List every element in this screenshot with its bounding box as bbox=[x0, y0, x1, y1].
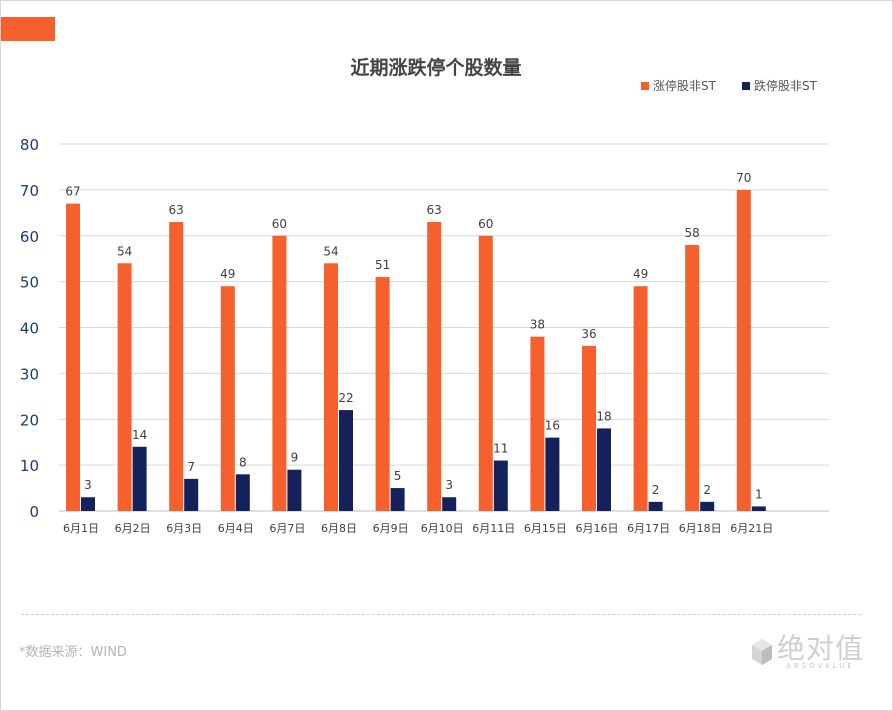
data-label: 16 bbox=[545, 419, 560, 433]
bar-up bbox=[427, 221, 442, 512]
bar-down bbox=[132, 446, 147, 511]
data-label: 63 bbox=[427, 203, 442, 217]
bar-up bbox=[324, 263, 338, 511]
legend-item-up: 涨停股非ST bbox=[641, 77, 716, 94]
bar-down bbox=[493, 460, 508, 511]
legend-swatch-up bbox=[641, 81, 649, 90]
y-tick-label: 30 bbox=[20, 365, 39, 383]
data-label: 22 bbox=[338, 391, 353, 405]
data-label: 58 bbox=[685, 226, 700, 240]
data-label: 49 bbox=[220, 267, 235, 281]
bar-up bbox=[66, 203, 80, 511]
data-label: 14 bbox=[132, 428, 147, 442]
bar-up bbox=[582, 345, 596, 511]
data-label: 36 bbox=[581, 327, 596, 341]
bar-up bbox=[272, 235, 287, 511]
bar-down bbox=[81, 497, 95, 511]
data-label: 3 bbox=[445, 478, 453, 492]
brand-logo: 绝对值 ABSOVALUE bbox=[751, 634, 864, 670]
data-label: 11 bbox=[493, 442, 508, 456]
data-label: 51 bbox=[375, 258, 390, 272]
bar-down bbox=[442, 497, 457, 511]
data-label: 3 bbox=[84, 478, 92, 492]
data-label: 18 bbox=[596, 409, 611, 423]
y-tick-label: 50 bbox=[20, 274, 39, 292]
x-tick-label: 6月16日 bbox=[576, 522, 619, 535]
data-label: 49 bbox=[633, 267, 648, 281]
x-tick-label: 6月3日 bbox=[166, 522, 202, 535]
data-label: 2 bbox=[703, 483, 711, 497]
data-source-note: *数据来源：WIND bbox=[19, 645, 127, 660]
data-label: 70 bbox=[736, 171, 751, 185]
x-tick-label: 6月7日 bbox=[269, 522, 305, 535]
data-label: 38 bbox=[530, 318, 545, 332]
logo-text-cn: 绝对值 bbox=[777, 632, 865, 665]
bar-up bbox=[169, 221, 184, 512]
data-label: 60 bbox=[272, 217, 287, 231]
y-tick-label: 20 bbox=[20, 411, 39, 429]
legend-label-up: 涨停股非ST bbox=[653, 79, 716, 93]
logo-text-en: ABSOVALUE bbox=[786, 662, 855, 670]
x-tick-label: 6月15日 bbox=[524, 522, 567, 535]
bar-down bbox=[184, 478, 199, 511]
data-label: 8 bbox=[239, 455, 247, 469]
data-label: 54 bbox=[117, 244, 132, 258]
x-tick-label: 6月18日 bbox=[679, 522, 722, 535]
legend-swatch-down bbox=[741, 81, 750, 90]
chart-legend: 涨停股非ST 跌停股非ST bbox=[641, 77, 817, 94]
bar-chart: 0 10 20 30 40 50 60 70 80 67 3 6月1日 54 14 6月2日 63 7 6月3日 4… bbox=[20, 136, 829, 535]
accent-tab bbox=[1, 17, 55, 41]
x-tick-label: 6月11日 bbox=[472, 522, 515, 535]
legend-item-down: 跌停股非ST bbox=[741, 77, 817, 94]
x-tick-label: 6月21日 bbox=[730, 522, 773, 535]
bar-down bbox=[339, 410, 353, 511]
y-tick-label: 40 bbox=[20, 320, 39, 338]
bar-down bbox=[597, 428, 611, 511]
chart-title: 近期涨跌停个股数量 bbox=[350, 57, 522, 79]
y-tick-label: 80 bbox=[20, 136, 39, 154]
y-tick-label: 0 bbox=[29, 503, 39, 521]
bar-down bbox=[700, 501, 715, 511]
bar-down bbox=[545, 437, 560, 511]
y-tick-label: 70 bbox=[20, 182, 39, 200]
bar-up bbox=[478, 235, 493, 511]
cube-logo-icon bbox=[752, 639, 772, 665]
data-label: 7 bbox=[187, 460, 195, 474]
data-label: 54 bbox=[323, 244, 338, 258]
bar-up bbox=[220, 286, 235, 511]
bar-down bbox=[390, 488, 405, 511]
data-label: 1 bbox=[755, 487, 763, 501]
x-tick-label: 6月9日 bbox=[373, 522, 409, 535]
legend-label-down: 跌停股非ST bbox=[753, 79, 817, 93]
data-label: 5 bbox=[394, 469, 402, 483]
y-tick-label: 60 bbox=[20, 228, 39, 246]
footer-divider bbox=[21, 614, 861, 615]
bar-up bbox=[633, 286, 648, 511]
y-tick-label: 10 bbox=[20, 457, 39, 475]
data-label: 9 bbox=[291, 451, 299, 465]
bar-down bbox=[287, 469, 302, 511]
bar-up bbox=[685, 244, 700, 512]
bar-up bbox=[375, 277, 390, 511]
bar-up bbox=[736, 189, 751, 511]
data-label: 63 bbox=[169, 203, 184, 217]
x-tick-label: 6月2日 bbox=[115, 522, 151, 535]
bar-up bbox=[530, 336, 545, 511]
data-label: 60 bbox=[478, 217, 493, 231]
bar-down bbox=[648, 501, 663, 511]
x-tick-label: 6月8日 bbox=[321, 522, 357, 535]
bar-down bbox=[751, 506, 766, 511]
data-label: 2 bbox=[652, 483, 660, 497]
data-label: 67 bbox=[65, 185, 80, 199]
x-tick-label: 6月17日 bbox=[627, 522, 670, 535]
bar-up bbox=[117, 263, 132, 511]
x-tick-label: 6月1日 bbox=[63, 522, 99, 535]
bar-down bbox=[235, 474, 250, 511]
x-tick-label: 6月10日 bbox=[421, 522, 464, 535]
x-tick-label: 6月4日 bbox=[218, 522, 254, 535]
